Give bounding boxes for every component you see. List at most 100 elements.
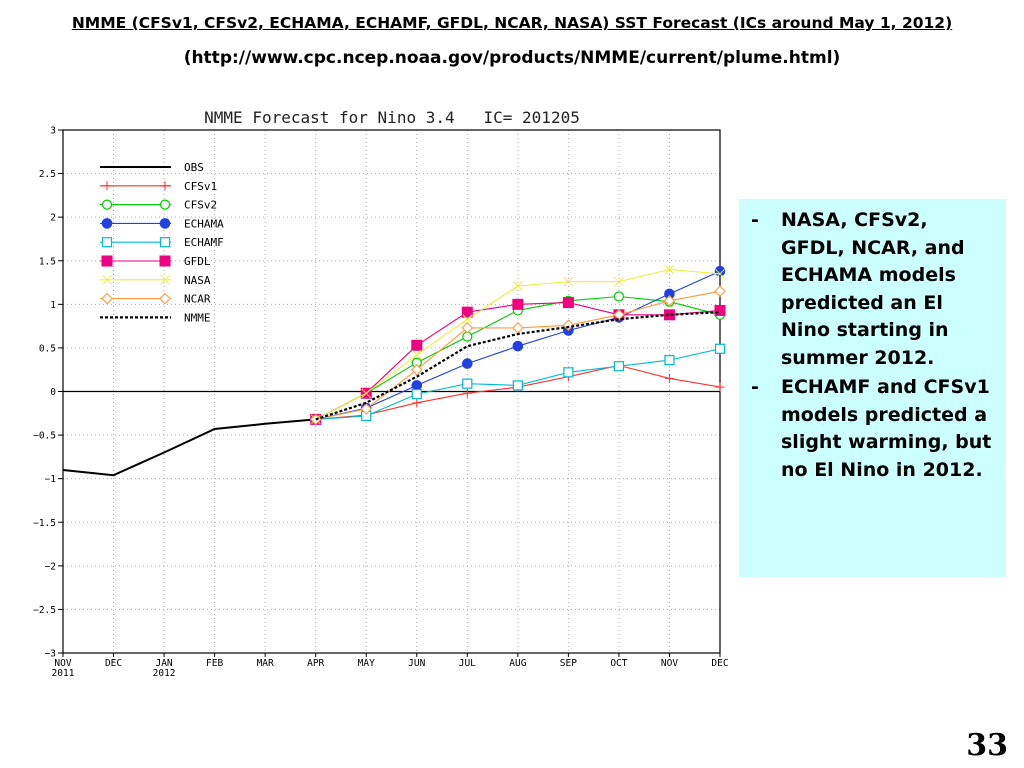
data-point-echama [512, 340, 524, 352]
bullet-text: ECHAMF and CFSv1 models predicted a slig… [781, 376, 992, 481]
data-point-ncar [410, 363, 423, 376]
data-point-cfsv1 [412, 398, 422, 408]
legend-item-nmme: NMME [100, 311, 211, 324]
legend-marker-cfsv1 [102, 181, 112, 191]
x-tick-label: 2012 [153, 668, 176, 679]
legend-marker-gfdl [159, 255, 171, 267]
y-tick-label: −2 [45, 561, 56, 572]
series-line-obs [62, 418, 316, 477]
y-tick-label: 1 [50, 300, 56, 311]
data-point-gfdl [714, 304, 726, 316]
data-point-nasa [411, 350, 422, 360]
data-point-echamf [411, 389, 422, 400]
legend: OBS CFSv1 CFSv2 ECHAMA ECHAMF GFDL NASA NCAR NMM… [100, 161, 224, 324]
data-point-echama [411, 380, 423, 391]
legend-marker-cfsv2 [101, 199, 113, 210]
summary-note-box: - NASA, CFSv2, GFDL, NCAR, and ECHAMA mo… [739, 199, 1005, 577]
data-point-echama [462, 358, 473, 369]
x-tick-label: MAY [358, 658, 375, 669]
data-point-nasa [512, 281, 523, 291]
data-point-ncar [309, 413, 322, 426]
data-point-cfsv1 [462, 388, 472, 398]
series-line-nmme [315, 311, 721, 421]
page-number: 33 [966, 728, 1008, 763]
legend-marker-echamf [159, 237, 171, 248]
data-point-echamf [563, 367, 574, 378]
legend-item-obs: OBS [100, 161, 204, 174]
data-point-nasa [563, 276, 574, 287]
x-tick-label: MAR [257, 658, 274, 669]
legend-marker-echama [101, 218, 113, 229]
data-point-echama [714, 265, 726, 277]
y-tick-label: 2 [50, 213, 56, 224]
data-point-echamf [664, 355, 675, 366]
summary-bullet-1: - NASA, CFSv2, GFDL, NCAR, and ECHAMA mo… [747, 207, 997, 372]
series-echamf [310, 343, 726, 425]
y-tick-label: 3 [50, 126, 56, 137]
legend-item-gfdl: GFDL [100, 255, 211, 268]
legend-marker-ncar [159, 292, 171, 305]
data-point-gfdl [411, 339, 423, 351]
data-point-gfdl [512, 298, 524, 310]
data-point-cfsv1 [664, 373, 674, 383]
x-tick-label: NOV [661, 658, 678, 669]
y-tick-label: 1.5 [39, 256, 56, 267]
legend-label-cfsv1: CFSv1 [184, 180, 217, 193]
data-point-nasa [614, 276, 624, 287]
source-url[interactable]: (http://www.cpc.ncep.noaa.gov/products/N… [183, 48, 841, 68]
x-tick-label: FEB [206, 658, 223, 669]
x-tick-label: DEC [711, 658, 728, 669]
legend-label-gfdl: GFDL [184, 255, 211, 268]
data-point-ncar [512, 322, 524, 334]
data-point-cfsv2 [613, 291, 625, 302]
data-point-echamf [462, 378, 473, 389]
legend-label-nasa: NASA [184, 274, 211, 287]
slide-title: NMME (CFSv1, CFSv2, ECHAMA, ECHAMF, GFDL… [71, 14, 953, 32]
data-point-nasa [715, 268, 725, 279]
legend-marker-gfdl [101, 255, 113, 267]
bullet-text: NASA, CFSv2, GFDL, NCAR, and ECHAMA mode… [781, 209, 965, 369]
legend-marker-nasa [102, 274, 112, 285]
x-tick-label: AUG [509, 658, 526, 669]
bullet-marker: - [751, 209, 759, 231]
nino34-forecast-chart: NMME Forecast for Nino 3.4 IC= 201205 3 2… [33, 108, 729, 680]
x-tick-label: JAN [155, 658, 172, 669]
legend-label-cfsv2: CFSv2 [184, 199, 217, 212]
y-tick-label: 0.5 [39, 343, 56, 354]
summary-bullet-2: - ECHAMF and CFSv1 models predicted a sl… [747, 374, 997, 484]
series-obs [62, 418, 316, 477]
data-point-ncar [663, 295, 676, 307]
y-tick-label: 2.5 [39, 169, 56, 180]
x-tick-label: OCT [610, 658, 627, 669]
legend-label-ncar: NCAR [184, 293, 211, 306]
data-point-gfdl [461, 306, 473, 318]
data-point-ncar [461, 322, 474, 334]
data-point-gfdl [663, 309, 675, 321]
axes: 32.521.510.50−0.5−1−1.5−2−2.5−3NOV2011DE… [33, 126, 728, 680]
data-point-ncar [613, 309, 625, 321]
data-point-nasa [664, 264, 675, 275]
legend-label-obs: OBS [184, 161, 204, 174]
data-point-nasa [462, 314, 473, 325]
series-ncar [309, 285, 726, 426]
x-tick-label: JUN [408, 658, 425, 669]
data-point-echamf [714, 343, 726, 354]
data-point-echamf [512, 380, 523, 391]
data-point-cfsv1 [715, 382, 725, 392]
legend-item-echamf: ECHAMF [100, 236, 224, 249]
legend-marker-nasa [160, 274, 170, 285]
x-tick-label: JUL [459, 658, 476, 669]
series-nmme [315, 311, 721, 421]
legend-label-echamf: ECHAMF [184, 236, 224, 249]
data-point-nasa [361, 388, 372, 399]
legend-marker-echama [159, 218, 171, 229]
data-point-echamf [613, 361, 625, 372]
data-point-gfdl [562, 297, 574, 309]
legend-label-nmme: NMME [184, 311, 211, 324]
x-tick-label: NOV [54, 658, 71, 669]
y-tick-label: −1 [45, 474, 57, 485]
series-lines [62, 264, 726, 477]
y-tick-label: 0 [50, 387, 56, 398]
x-tick-label: DEC [105, 658, 122, 669]
summary-bullet-list: - NASA, CFSv2, GFDL, NCAR, and ECHAMA mo… [747, 207, 997, 484]
